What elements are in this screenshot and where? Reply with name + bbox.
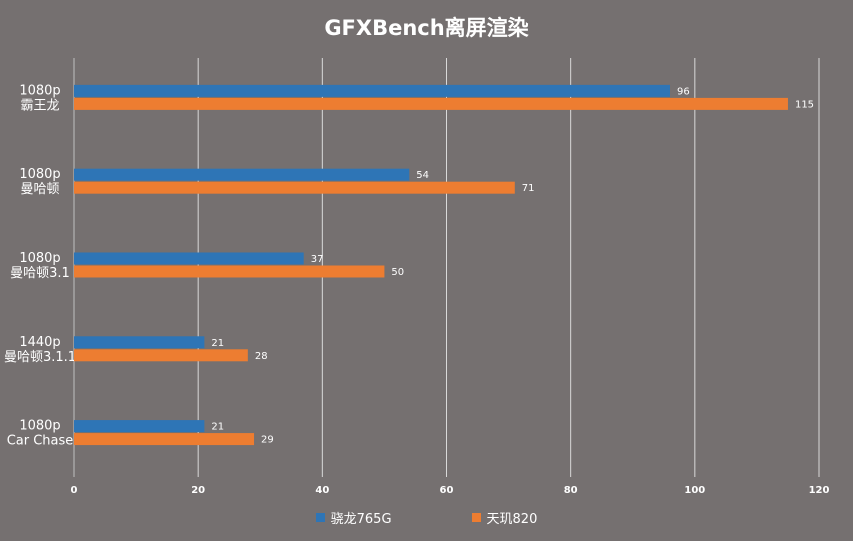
category-label: 1080p xyxy=(19,419,60,434)
bar xyxy=(74,252,304,265)
bar xyxy=(74,349,248,362)
chart-title: GFXBench离屏渲染 xyxy=(324,16,529,40)
bar xyxy=(74,336,205,349)
legend-item-dimensity: 天玑820 xyxy=(471,508,538,527)
data-label: 29 xyxy=(261,435,274,446)
x-tick-label: 80 xyxy=(564,485,578,496)
bar xyxy=(74,181,515,194)
legend-label-dimensity: 天玑820 xyxy=(486,512,538,527)
category-label: 1080p xyxy=(19,167,60,182)
data-label: 37 xyxy=(311,254,324,265)
data-label: 21 xyxy=(211,338,224,349)
data-label: 50 xyxy=(391,267,404,278)
category-label: 曼哈顿3.1.1 xyxy=(4,350,76,365)
data-label: 115 xyxy=(795,99,814,110)
bar xyxy=(74,420,205,433)
category-label: 1080p xyxy=(19,83,60,98)
category-label: 霸王龙 xyxy=(20,98,59,113)
category-label: Car Chase xyxy=(7,434,74,449)
category-label: 曼哈顿 xyxy=(20,182,59,197)
x-tick-label: 0 xyxy=(71,485,78,496)
legend-label-snapdragon: 骁龙765G xyxy=(330,512,392,527)
bar xyxy=(74,84,670,97)
bar xyxy=(74,265,385,278)
x-tick-label: 20 xyxy=(191,485,205,496)
bar xyxy=(74,433,255,446)
x-tick-label: 60 xyxy=(440,485,454,496)
bar xyxy=(74,168,410,181)
x-tick-label: 40 xyxy=(315,485,329,496)
x-tick-label: 100 xyxy=(684,485,705,496)
data-label: 21 xyxy=(211,422,224,433)
data-label: 28 xyxy=(255,351,268,362)
data-label: 54 xyxy=(416,170,429,181)
bar xyxy=(74,97,788,110)
legend-swatch-dimensity xyxy=(471,513,481,522)
category-label: 1440p xyxy=(19,335,60,350)
data-label: 96 xyxy=(677,86,690,97)
data-label: 71 xyxy=(522,183,535,194)
legend-swatch-snapdragon xyxy=(315,513,325,522)
category-label: 1080p xyxy=(19,251,60,266)
x-tick-label: 120 xyxy=(809,485,830,496)
legend: 骁龙765G 天玑820 xyxy=(0,508,853,527)
category-label: 曼哈顿3.1 xyxy=(10,266,70,281)
legend-item-snapdragon: 骁龙765G xyxy=(315,508,392,527)
